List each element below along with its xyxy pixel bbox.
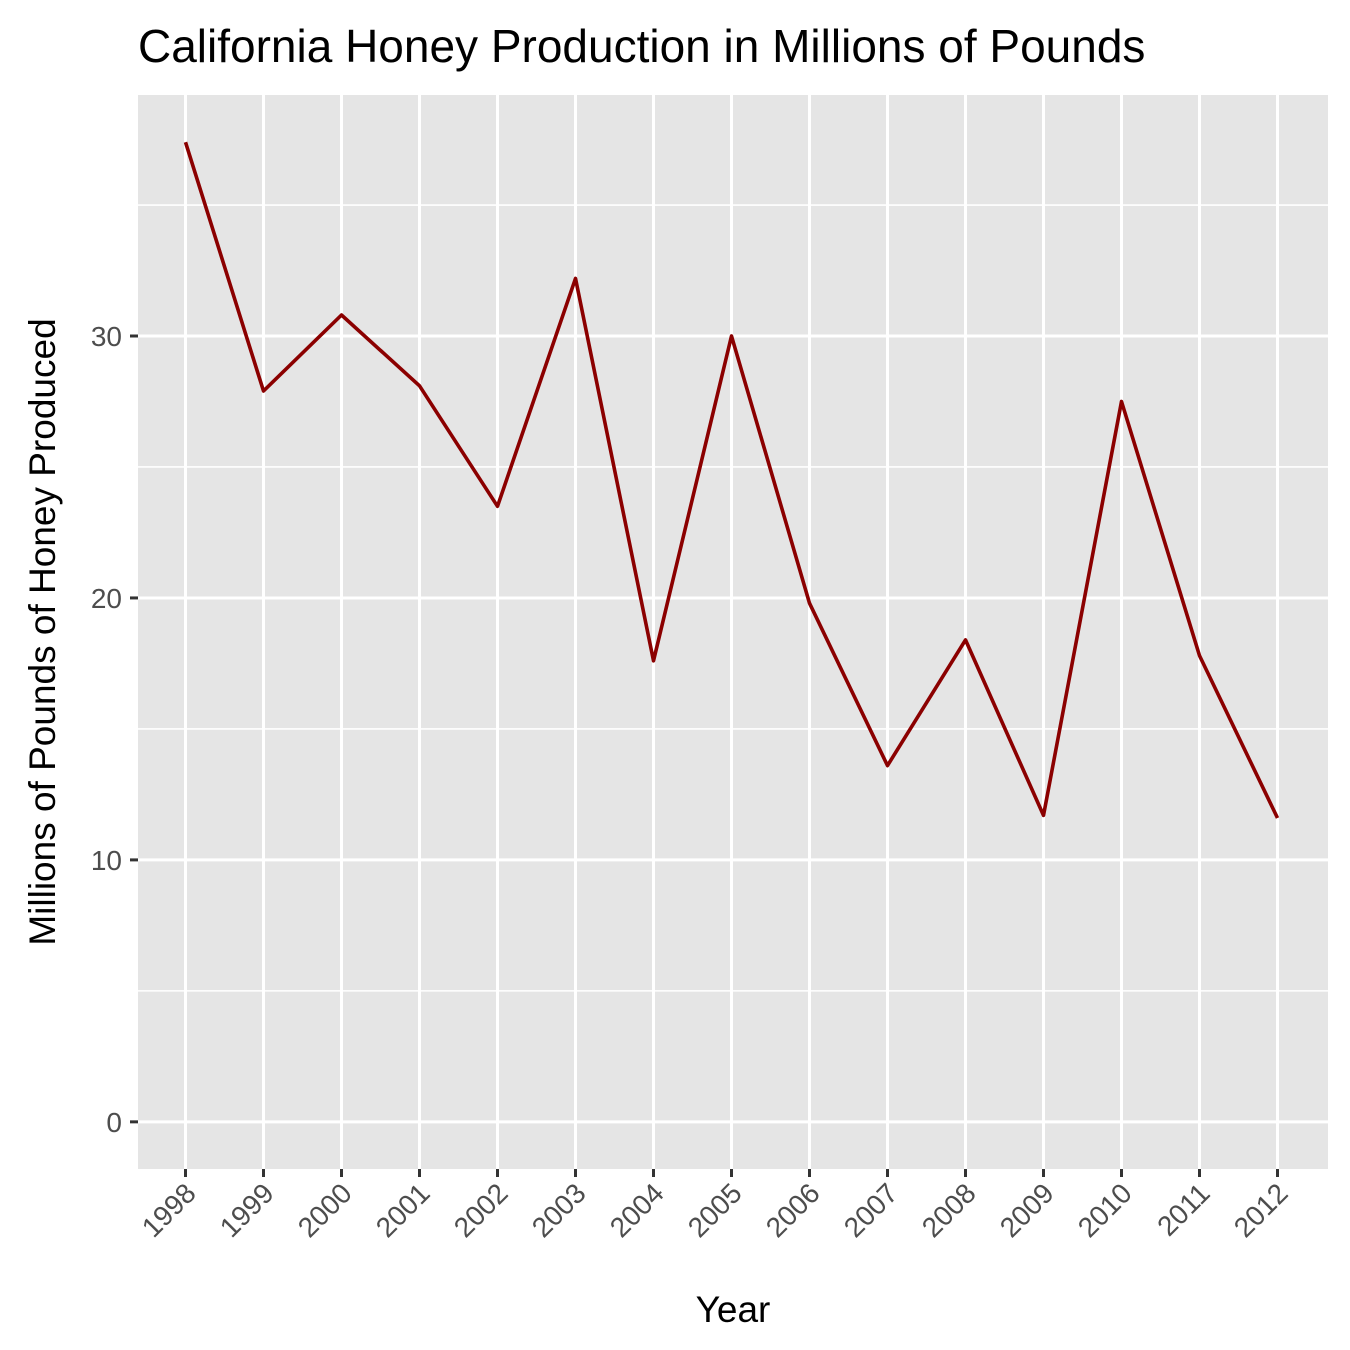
chart-title: California Honey Production in Millions … xyxy=(138,20,1145,72)
y-axis-title: Millions of Pounds of Honey Produced xyxy=(22,318,63,945)
x-tick-label: 2009 xyxy=(994,1177,1060,1243)
x-tick-label: 2002 xyxy=(448,1177,514,1243)
y-tick-label: 0 xyxy=(106,1107,122,1138)
x-tick-label: 1998 xyxy=(136,1177,202,1243)
x-tick-label: 2000 xyxy=(292,1177,358,1243)
x-tick-label: 1999 xyxy=(214,1177,280,1243)
x-tick-label: 2010 xyxy=(1072,1177,1138,1243)
x-axis: 1998 1999 2000 2001 2002 2003 2004 2005 2006 2007… xyxy=(136,1169,1294,1243)
y-tick-label: 30 xyxy=(91,321,122,352)
series-group xyxy=(183,141,1280,819)
x-tick-label: 2003 xyxy=(526,1177,592,1243)
x-tick-label: 2001 xyxy=(370,1177,436,1243)
x-tick-label: 2004 xyxy=(604,1177,670,1243)
y-tick-label: 10 xyxy=(91,845,122,876)
x-tick-label: 2005 xyxy=(682,1177,748,1243)
x-tick-label: 2012 xyxy=(1228,1177,1294,1243)
x-tick-label: 2011 xyxy=(1151,1177,1216,1242)
x-tick-label: 2008 xyxy=(916,1177,982,1243)
x-tick-label: 2006 xyxy=(760,1177,826,1243)
y-tick-label: 20 xyxy=(91,583,122,614)
series-line xyxy=(183,141,1280,819)
major-gridlines xyxy=(138,95,1328,1169)
x-axis-title: Year xyxy=(696,1289,771,1330)
y-axis: 0 10 20 30 xyxy=(91,321,138,1138)
x-tick-label: 2007 xyxy=(838,1177,904,1243)
